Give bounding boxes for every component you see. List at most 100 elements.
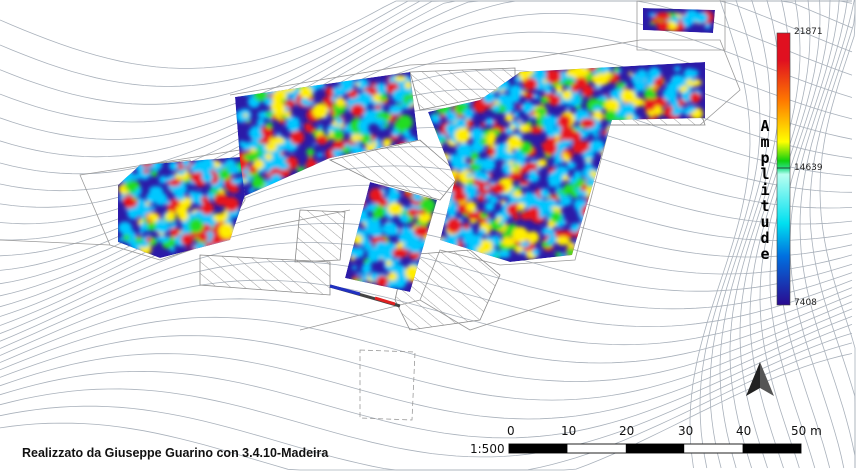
amplitude-blob	[614, 147, 622, 152]
amplitude-blob	[270, 173, 283, 186]
amplitude-blob	[620, 89, 636, 103]
amplitude-blob	[643, 196, 660, 211]
amplitude-blob	[555, 203, 566, 208]
amplitude-blob	[546, 127, 557, 138]
contour-line	[739, 0, 801, 469]
amplitude-blob	[251, 176, 265, 190]
amplitude-blob	[628, 157, 641, 167]
amplitude-blob	[164, 200, 171, 205]
amplitude-blob	[253, 159, 264, 170]
amplitude-blob	[604, 98, 620, 114]
amplitude-blob	[439, 138, 446, 143]
amplitude-blob	[150, 170, 158, 177]
amplitude-blob	[665, 190, 679, 204]
amplitude-blob	[566, 67, 582, 79]
amplitude-blob	[463, 108, 475, 120]
amplitude-blob	[622, 102, 636, 114]
amplitude-blob	[312, 175, 325, 189]
amplitude-blob	[586, 233, 602, 249]
amplitude-blob	[687, 141, 700, 152]
amplitude-blob	[553, 161, 558, 166]
contour-line	[0, 353, 853, 471]
amplitude-blob	[605, 217, 612, 224]
amplitude-blob	[631, 145, 638, 151]
amplitude-blob	[257, 76, 263, 81]
amplitude-blob	[181, 158, 191, 167]
amplitude-blob	[376, 241, 386, 248]
amplitude-blob	[540, 113, 546, 117]
amplitude-blob	[649, 156, 665, 165]
amplitude-blob	[360, 118, 369, 124]
amplitude-blob	[352, 265, 357, 270]
scale-tick: 30	[678, 424, 694, 438]
amplitude-blob	[195, 195, 201, 201]
amplitude-blob	[509, 84, 523, 99]
amplitude-blob	[698, 173, 704, 178]
legend-title: Amplitude	[760, 117, 770, 263]
amplitude-blob	[201, 171, 213, 183]
amplitude-blob	[573, 170, 582, 179]
amplitude-blob	[465, 119, 474, 128]
amplitude-blob	[446, 218, 462, 234]
amplitude-blob	[392, 247, 409, 258]
amplitude-blob	[265, 143, 277, 152]
scale-tick: 0	[507, 424, 515, 438]
amplitude-blob	[146, 219, 152, 224]
amplitude-blob	[686, 105, 697, 112]
amplitude-blob	[388, 104, 403, 115]
amplitude-blob	[581, 68, 590, 76]
amplitude-blob	[506, 135, 523, 150]
amplitude-blob	[518, 141, 533, 155]
amplitude-blob	[664, 217, 671, 223]
amplitude-blob	[633, 209, 649, 225]
amplitude-blob	[200, 157, 215, 172]
amplitude-blob	[522, 162, 539, 173]
amplitude-blob	[169, 246, 176, 252]
amplitude-blob	[517, 133, 523, 139]
amplitude-blob	[680, 152, 688, 161]
amplitude-blob	[219, 169, 231, 180]
amplitude-blob	[513, 214, 520, 221]
amplitude-blob	[546, 207, 553, 213]
amplitude-blob	[250, 147, 256, 154]
amplitude-blob	[118, 221, 132, 234]
amplitude-blob	[492, 119, 498, 125]
amplitude-blob	[688, 224, 697, 230]
amplitude-blob	[631, 135, 648, 151]
amplitude-blob	[658, 140, 666, 148]
amplitude-blob	[270, 100, 286, 116]
amplitude-blob	[352, 275, 358, 281]
amplitude-blob	[501, 237, 515, 247]
amplitude-blob	[554, 230, 563, 238]
amplitude-blob	[657, 228, 670, 241]
amplitude-blob	[660, 222, 672, 234]
amplitude-blob	[608, 147, 620, 154]
amplitude-blob	[589, 170, 597, 178]
amplitude-blob	[486, 146, 496, 156]
amplitude-blob	[650, 142, 661, 153]
amplitude-blob	[188, 218, 204, 234]
amplitude-blob	[594, 84, 603, 90]
contour-line	[759, 0, 821, 469]
amplitude-blob	[531, 197, 540, 203]
amplitude-blob	[587, 219, 593, 224]
amplitude-blob	[630, 179, 640, 189]
amplitude-blob	[356, 272, 362, 276]
amplitude-blob	[260, 148, 266, 152]
amplitude-blob	[637, 232, 652, 243]
amplitude-blob	[398, 232, 409, 244]
amplitude-blob	[608, 230, 613, 235]
amplitude-blob	[643, 232, 652, 241]
amplitude-blob	[614, 202, 624, 211]
amplitude-blob	[529, 126, 544, 134]
legend-mid-value: 14639	[794, 163, 823, 173]
amplitude-blob	[606, 169, 612, 174]
amplitude-blob	[613, 66, 620, 72]
amplitude-blob	[561, 89, 572, 100]
amplitude-blob	[480, 122, 486, 127]
amplitude-blob	[361, 263, 372, 275]
amplitude-blob	[636, 178, 652, 194]
amplitude-blob	[169, 227, 180, 238]
amplitude-blob	[653, 87, 658, 93]
amplitude-blob	[608, 164, 620, 176]
